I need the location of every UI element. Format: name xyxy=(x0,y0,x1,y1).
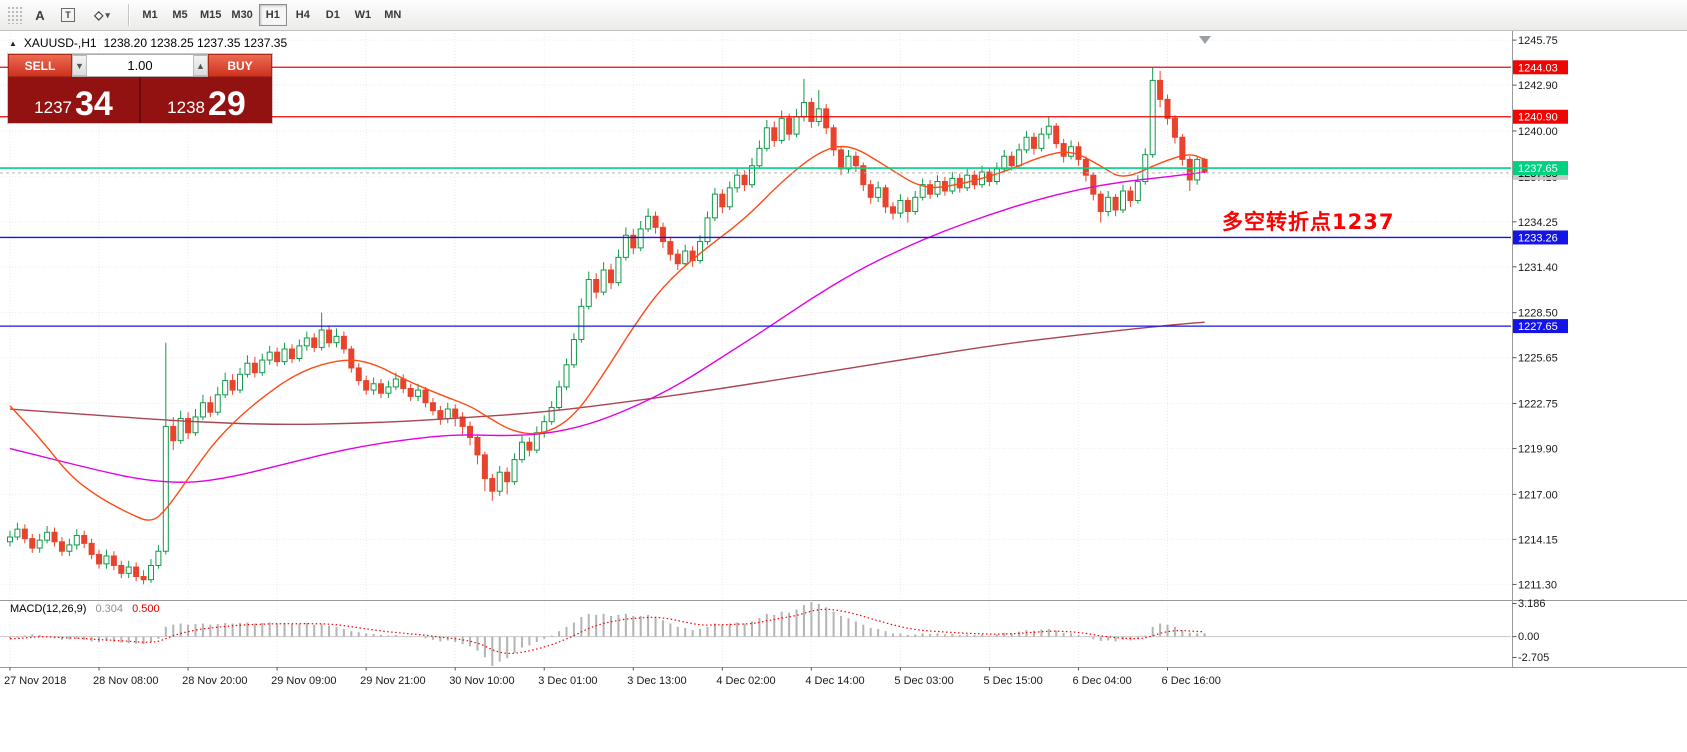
price-label-1237.65[interactable]: 1237.65 xyxy=(1513,161,1568,176)
ma-slow-line xyxy=(9,321,1205,426)
text-label-tool-button[interactable]: T xyxy=(55,3,81,27)
macd-main-value: 0.304 xyxy=(95,603,124,615)
price-scale[interactable]: 1245.751242.901240.001237.101234.251231.… xyxy=(1512,35,1558,591)
price-tick-label: 1242.90 xyxy=(1518,80,1558,92)
text-annotation-tool-button[interactable]: A xyxy=(27,3,53,27)
sell-button[interactable]: SELL xyxy=(8,54,72,77)
time-tick-label: 4 Dec 02:00 xyxy=(716,675,775,687)
label-tool-icon: T xyxy=(61,8,75,22)
price-tick-label: 1245.75 xyxy=(1518,35,1558,47)
timeframe-h1-button[interactable]: H1 xyxy=(258,4,287,26)
one-click-trading-panel: SELL ▼ 1.00 ▲ BUY 1237 34 1238 29 xyxy=(8,54,272,123)
buy-price-pips: 29 xyxy=(208,85,246,124)
svg-text:1237.65: 1237.65 xyxy=(1518,163,1558,175)
shapes-dropdown-button[interactable]: ◇ ▾ xyxy=(83,3,121,27)
time-scale[interactable]: 27 Nov 2018 28 Nov 08:00 28 Nov 20:00 29 No… xyxy=(4,667,1221,688)
chevron-down-icon: ▾ xyxy=(105,9,110,20)
ma-fast-line xyxy=(9,145,1205,521)
price-tick-label: 1231.40 xyxy=(1518,262,1558,274)
time-tick-label: 3 Dec 13:00 xyxy=(627,675,686,687)
price-label-1233.26[interactable]: 1233.26 xyxy=(1513,230,1568,245)
ma-medium-line xyxy=(9,171,1205,483)
price-label-1227.65[interactable]: 1227.65 xyxy=(1513,319,1568,334)
timeframe-m5-button[interactable]: M5 xyxy=(166,4,194,26)
chart-shift-marker[interactable] xyxy=(1199,36,1211,44)
timeframe-mn-button[interactable]: MN xyxy=(379,4,407,26)
macd-histogram xyxy=(9,602,1206,666)
time-tick-label: 30 Nov 10:00 xyxy=(449,675,514,687)
volume-control: ▼ 1.00 ▲ xyxy=(72,54,208,77)
time-tick-label: 29 Nov 21:00 xyxy=(360,675,425,687)
price-label-1244.03[interactable]: 1244.03 xyxy=(1513,60,1568,74)
volume-decrease-button[interactable]: ▼ xyxy=(72,55,87,76)
timeframe-m30-button[interactable]: M30 xyxy=(227,4,256,26)
grid xyxy=(0,33,1511,667)
timeframe-w1-button[interactable]: W1 xyxy=(349,4,377,26)
time-tick-label: 28 Nov 20:00 xyxy=(182,675,247,687)
macd-name: MACD(12,26,9) xyxy=(10,603,87,615)
price-label-1240.90[interactable]: 1240.90 xyxy=(1513,109,1568,124)
toolbar-separator xyxy=(128,4,129,26)
svg-text:1240.90: 1240.90 xyxy=(1518,112,1558,124)
svg-text:1227.65: 1227.65 xyxy=(1518,321,1558,333)
toolbar: A T ◇ ▾ M1 M5 M15 M30 H1 H4 D1 W1 MN xyxy=(0,0,1687,31)
time-tick-label: 3 Dec 01:00 xyxy=(538,675,597,687)
buy-button[interactable]: BUY xyxy=(208,54,272,77)
price-tick-label: 1225.65 xyxy=(1518,353,1558,365)
toolbar-drag-handle[interactable] xyxy=(7,6,23,24)
sell-price-main: 1237 xyxy=(34,98,72,117)
symbol-timeframe-label: XAUUSD-,H1 xyxy=(23,36,97,50)
timeframe-m15-button[interactable]: M15 xyxy=(196,4,225,26)
time-tick-label: 29 Nov 09:00 xyxy=(271,675,336,687)
macd-indicator-label: MACD(12,26,9) 0.304 0.500 xyxy=(10,603,160,615)
price-tick-label: 1214.15 xyxy=(1518,534,1558,546)
buy-price-display[interactable]: 1238 29 xyxy=(141,77,272,123)
ohlc-values: 1238.20 1238.25 1237.35 1237.35 xyxy=(103,36,288,50)
volume-input[interactable]: 1.00 xyxy=(127,58,153,73)
price-tick-label: 1219.90 xyxy=(1518,444,1558,456)
buy-price-main: 1238 xyxy=(167,98,205,117)
time-tick-label: 4 Dec 14:00 xyxy=(805,675,864,687)
price-tick-label: 1222.75 xyxy=(1518,399,1558,411)
macd-signal-line xyxy=(9,608,1205,655)
price-tick-label: 1228.50 xyxy=(1518,308,1558,320)
price-tick-label: 1234.25 xyxy=(1518,217,1558,229)
shape-icon: ◇ xyxy=(94,8,104,22)
macd-signal-value: 0.500 xyxy=(132,603,160,615)
time-tick-label: 5 Dec 15:00 xyxy=(983,675,1042,687)
price-tick-label: 1211.30 xyxy=(1518,579,1557,591)
time-tick-label: 5 Dec 03:00 xyxy=(894,675,953,687)
macd-axis-label: 0.00 xyxy=(1518,631,1539,643)
sell-price-display[interactable]: 1237 34 xyxy=(8,77,141,123)
chart-text-annotation[interactable]: 多空转折点1237 xyxy=(1222,210,1395,234)
timeframe-m1-button[interactable]: M1 xyxy=(136,4,164,26)
timeframe-d1-button[interactable]: D1 xyxy=(319,4,347,26)
svg-text:1244.03: 1244.03 xyxy=(1518,62,1558,74)
macd-axis-label: -2.705 xyxy=(1518,652,1549,664)
price-tick-label: 1240.00 xyxy=(1518,126,1558,138)
chart-ohlc-header: ▲ XAUUSD-,H1 1238.20 1238.25 1237.35 123… xyxy=(9,36,287,50)
macd-axis-label: 3.186 xyxy=(1518,598,1546,610)
time-tick-label: 28 Nov 08:00 xyxy=(93,675,158,687)
time-tick-label: 6 Dec 04:00 xyxy=(1072,675,1131,687)
svg-text:1233.26: 1233.26 xyxy=(1518,232,1558,244)
sell-price-pips: 34 xyxy=(75,85,113,124)
time-tick-label: 6 Dec 16:00 xyxy=(1162,675,1221,687)
timeframe-h4-button[interactable]: H4 xyxy=(289,4,317,26)
one-click-toggle-icon[interactable]: ▲ xyxy=(9,38,17,48)
price-tick-label: 1217.00 xyxy=(1518,489,1558,501)
time-tick-label: 27 Nov 2018 xyxy=(4,675,66,687)
volume-increase-button[interactable]: ▲ xyxy=(193,55,208,76)
